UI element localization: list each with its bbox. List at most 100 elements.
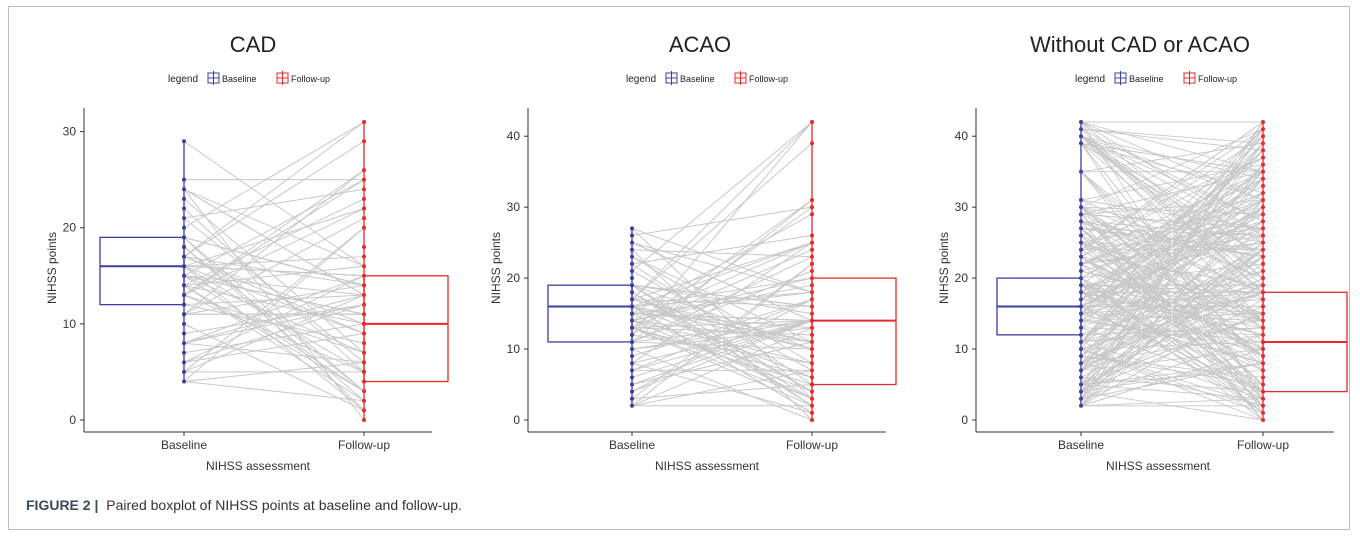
paired-line — [1080, 398, 1264, 407]
followup-point — [810, 396, 814, 401]
y-axis-label: NIHSS points — [489, 232, 503, 304]
followup-point — [362, 369, 366, 374]
followup-point — [362, 168, 366, 173]
legend-label: Baseline — [1129, 74, 1164, 84]
followup-point — [1261, 162, 1265, 167]
y-tick-label: 10 — [507, 342, 521, 356]
paired-line — [183, 284, 365, 392]
paired-line — [631, 263, 813, 407]
baseline-point — [1079, 120, 1083, 124]
followup-point — [1261, 190, 1265, 195]
paired-line — [1080, 206, 1264, 329]
followup-point — [1261, 339, 1265, 344]
caption-text: Paired boxplot of NIHSS points at baseli… — [106, 497, 462, 513]
paired-line — [631, 327, 813, 407]
baseline-point — [182, 225, 186, 230]
paired-line — [1080, 121, 1264, 407]
paired-line — [183, 179, 365, 296]
followup-point — [1261, 403, 1265, 408]
followup-box — [1262, 122, 1348, 420]
paired-line — [1080, 171, 1264, 215]
baseline-point — [630, 311, 634, 316]
baseline-point — [182, 379, 186, 384]
paired-line — [1080, 121, 1264, 251]
followup-point — [362, 389, 366, 394]
paired-line — [183, 188, 365, 296]
followup-point — [810, 120, 814, 124]
paired-line — [631, 298, 813, 343]
paired-lines — [1080, 121, 1264, 421]
followup-point — [1261, 198, 1265, 203]
paired-line — [631, 235, 813, 265]
baseline-point — [182, 139, 186, 144]
paired-line — [631, 249, 813, 258]
paired-line — [631, 320, 813, 393]
paired-line — [1080, 150, 1264, 300]
caption-label: FIGURE 2 | — [26, 497, 99, 513]
paired-line — [1080, 135, 1264, 258]
baseline-point — [1079, 368, 1083, 373]
paired-line — [1080, 391, 1264, 421]
y-tick-label: 30 — [63, 125, 77, 139]
paired-line — [183, 294, 365, 373]
paired-line — [1080, 291, 1264, 414]
followup-point — [1261, 127, 1265, 132]
baseline-point — [182, 273, 186, 278]
followup-point — [810, 389, 814, 394]
legend-label: Baseline — [222, 74, 257, 84]
followup-point — [362, 187, 366, 192]
paired-line — [183, 188, 365, 219]
followup-point — [1261, 290, 1265, 295]
legend-title: legend — [626, 74, 656, 85]
baseline-point — [182, 369, 186, 374]
paired-line — [1080, 256, 1264, 371]
baseline-point — [1079, 198, 1083, 203]
followup-point — [810, 382, 814, 387]
followup-point — [1261, 247, 1265, 252]
followup-point — [1261, 311, 1265, 316]
followup-point — [1261, 141, 1265, 146]
baseline-point — [1079, 375, 1083, 380]
baseline-point — [630, 339, 634, 344]
followup-point — [1261, 283, 1265, 288]
baseline-point — [630, 233, 634, 238]
followup-point — [362, 302, 366, 307]
followup-point — [1261, 354, 1265, 359]
paired-line — [1080, 135, 1264, 201]
paired-line — [1080, 128, 1264, 151]
paired-line — [183, 198, 365, 354]
box-iqr — [547, 284, 633, 343]
paired-line — [1080, 341, 1264, 350]
baseline-point — [630, 382, 634, 387]
paired-line — [1080, 157, 1264, 251]
baseline-point — [182, 196, 186, 201]
followup-point — [362, 264, 366, 269]
baseline-point — [1079, 354, 1083, 359]
y-axis-label: NIHSS points — [937, 232, 951, 304]
paired-line — [1080, 227, 1264, 236]
baseline-point — [1079, 290, 1083, 295]
baseline-point — [1079, 254, 1083, 259]
paired-line — [183, 188, 365, 267]
x-tick-label: Baseline — [1058, 438, 1104, 452]
followup-point — [362, 177, 366, 182]
panel-title: CAD — [230, 32, 276, 57]
followup-point — [1261, 347, 1265, 352]
followup-point — [810, 141, 814, 146]
baseline-point — [182, 360, 186, 365]
paired-line — [1080, 213, 1264, 407]
box-iqr — [99, 236, 185, 306]
paired-line — [183, 332, 365, 363]
baseline-point — [182, 216, 186, 221]
baseline-point — [1079, 247, 1083, 252]
paired-line — [1080, 362, 1264, 400]
paired-line — [1080, 355, 1264, 385]
followup-point — [1261, 297, 1265, 302]
y-tick-label: 20 — [63, 221, 77, 235]
followup-point — [362, 331, 366, 336]
followup-point — [1261, 240, 1265, 245]
baseline-point — [1079, 276, 1083, 281]
baseline-point — [1079, 261, 1083, 266]
baseline-point — [630, 261, 634, 266]
